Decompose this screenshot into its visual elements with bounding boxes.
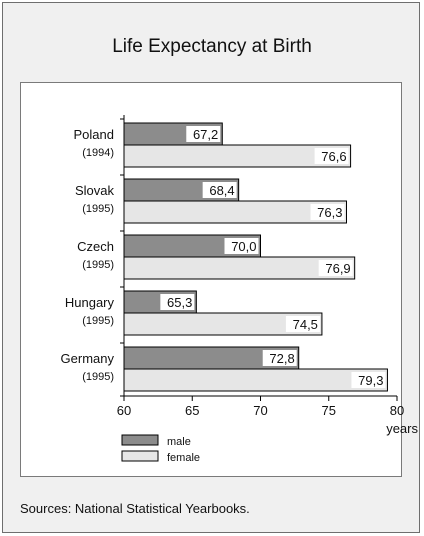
category-label: Hungary — [65, 295, 115, 310]
bar-female — [123, 256, 356, 280]
category-label: Slovak — [75, 183, 115, 198]
data-label-bg — [224, 238, 259, 254]
data-label: 72,8 — [269, 351, 294, 366]
data-label-bg — [318, 260, 353, 276]
bar-female — [123, 200, 347, 224]
legend-swatch-female — [121, 450, 159, 462]
category-label: Poland — [74, 127, 114, 142]
bar-female — [123, 144, 352, 168]
data-label-bg — [310, 204, 345, 220]
data-label-bg — [285, 316, 320, 332]
x-tick-label: 65 — [185, 403, 199, 418]
x-tick-label: 80 — [390, 403, 404, 418]
x-tick-label: 60 — [117, 403, 131, 418]
data-label: 76,3 — [317, 205, 342, 220]
x-tick-label: 70 — [253, 403, 267, 418]
data-label: 65,3 — [167, 295, 192, 310]
category-label: Czech — [77, 239, 114, 254]
data-label: 74,5 — [293, 317, 318, 332]
bar-female — [123, 312, 323, 336]
data-label: 79,3 — [358, 373, 383, 388]
chart-title: Life Expectancy at Birth — [112, 36, 312, 57]
category-label: Germany — [61, 351, 115, 366]
data-label: 68,4 — [209, 183, 234, 198]
data-label-bg — [202, 182, 237, 198]
data-label: 76,6 — [321, 149, 346, 164]
data-label: 70,0 — [231, 239, 256, 254]
legend-label-male: male — [167, 436, 191, 448]
source-note: Sources: National Statistical Yearbooks. — [20, 501, 250, 516]
data-label-bg — [160, 294, 195, 310]
data-label-bg — [186, 126, 221, 142]
category-year-label: (1995) — [82, 203, 114, 215]
data-label-bg — [351, 372, 386, 388]
legend-label-female: female — [167, 452, 200, 464]
category-year-label: (1994) — [82, 147, 114, 159]
data-label: 67,2 — [193, 127, 218, 142]
legend-swatch-male — [121, 434, 159, 446]
category-year-label: (1995) — [82, 315, 114, 327]
data-label-bg — [262, 350, 297, 366]
x-tick-label: 75 — [322, 403, 336, 418]
x-axis-title: years — [386, 421, 418, 436]
data-label-bg — [314, 148, 349, 164]
data-label: 76,9 — [325, 261, 350, 276]
category-year-label: (1995) — [82, 371, 114, 383]
category-year-label: (1995) — [82, 259, 114, 271]
bar-female — [123, 368, 388, 392]
